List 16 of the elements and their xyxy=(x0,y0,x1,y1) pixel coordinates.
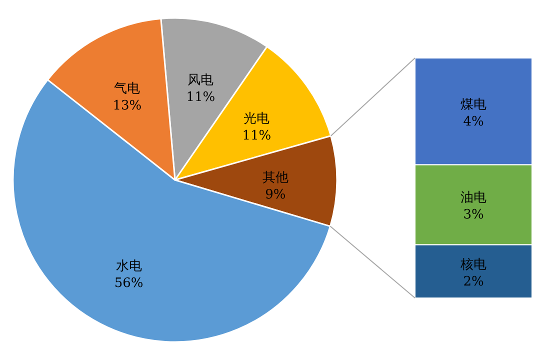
data-label: 3% xyxy=(463,208,484,223)
data-label: 11% xyxy=(186,90,216,105)
series-label: 油电 xyxy=(460,190,486,206)
data-label: 2% xyxy=(463,274,484,290)
slice-label: 其他 xyxy=(262,170,288,186)
data-label: 56% xyxy=(114,276,144,292)
series-label: 核电 xyxy=(460,257,486,272)
data-label: 4% xyxy=(463,114,484,130)
data-label: 13% xyxy=(112,98,142,114)
series-label: 煤电 xyxy=(460,97,486,112)
data-label: 11% xyxy=(242,128,272,144)
slice-label: 水电 xyxy=(116,259,142,274)
slice-label: 气电 xyxy=(114,82,140,97)
data-label: 9% xyxy=(265,188,286,203)
slice-label: 光电 xyxy=(244,112,270,127)
slice-label: 风电 xyxy=(188,72,214,88)
